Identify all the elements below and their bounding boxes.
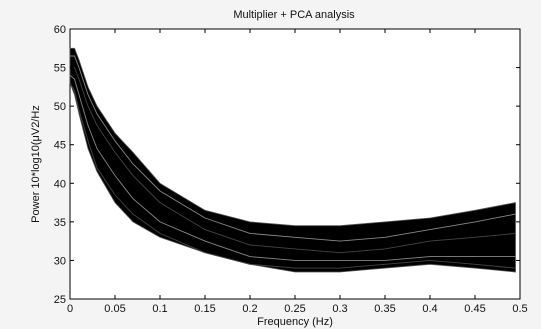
series-line xyxy=(70,55,516,242)
trace-bundle xyxy=(69,47,516,273)
y-tick-label: 60 xyxy=(54,24,66,36)
x-tick-label: 0.2 xyxy=(242,303,257,315)
x-tick-label: 0 xyxy=(67,303,73,315)
x-tick-label: 0.5 xyxy=(512,303,527,315)
series-line xyxy=(70,67,516,254)
y-tick-label: 55 xyxy=(54,63,66,75)
x-tick-label: 0.4 xyxy=(422,303,437,315)
trace-band xyxy=(69,47,516,273)
x-tick-label: 0.3 xyxy=(332,303,347,315)
y-tick-label: 30 xyxy=(54,255,66,267)
series-group xyxy=(69,55,516,269)
series-line xyxy=(69,82,516,269)
x-axis-title: Frequency (Hz) xyxy=(257,316,333,328)
x-tick-label: 0.35 xyxy=(374,303,395,315)
x-tick-label: 0.25 xyxy=(284,303,305,315)
x-axis: 0 0.05 0.1 0.15 0.2 0.25 0.3 0.35 0.4 0.45 0.5 xyxy=(67,29,528,315)
chart-title: Multiplier + PCA analysis xyxy=(233,9,355,21)
y-tick-label: 50 xyxy=(54,101,66,113)
x-tick-label: 0.05 xyxy=(104,303,125,315)
y-tick-label: 25 xyxy=(54,294,66,306)
x-tick-label: 0.15 xyxy=(194,303,215,315)
x-tick-label: 0.45 xyxy=(464,303,485,315)
x-tick-label: 0.1 xyxy=(152,303,167,315)
y-tick-label: 45 xyxy=(54,140,66,152)
y-tick-label: 35 xyxy=(54,217,66,229)
y-axis-title: Power 10*log10(μV2/Hz xyxy=(30,105,42,223)
y-tick-label: 40 xyxy=(54,178,66,190)
series-line xyxy=(69,74,516,261)
y-axis: 25 30 35 40 45 50 55 60 xyxy=(54,24,520,306)
